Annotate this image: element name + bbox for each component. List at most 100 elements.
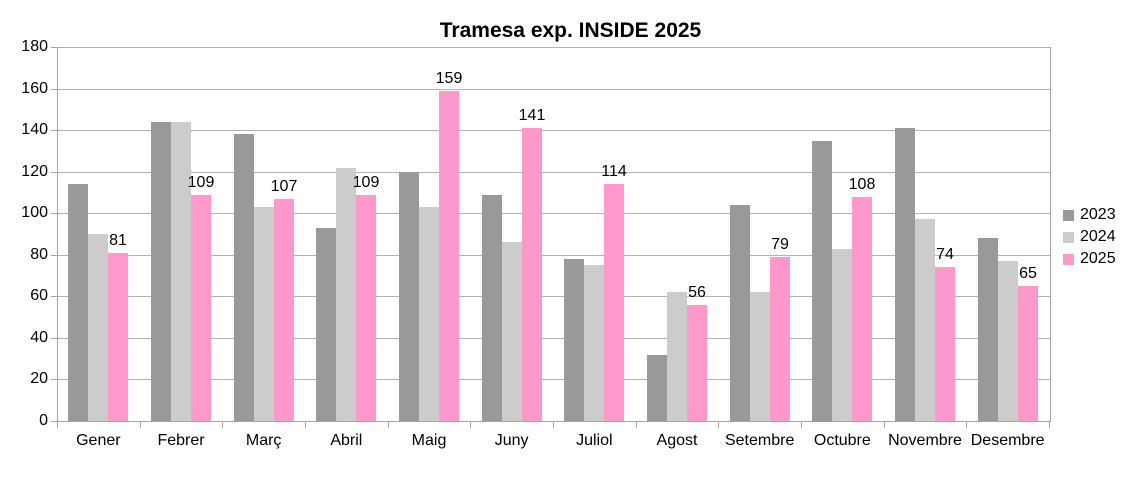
bar-2025-novembre: [935, 267, 955, 421]
x-axis-category-label: Octubre: [813, 432, 871, 449]
chart-title: Tramesa exp. INSIDE 2025: [439, 19, 702, 42]
legend-item-2024: 2024: [1063, 226, 1116, 248]
y-axis-tick-label: 40: [30, 329, 48, 346]
bar-2023-octubre: [812, 141, 832, 422]
x-axis-category-label: Novembre: [888, 432, 962, 449]
gridline: [58, 379, 1050, 380]
x-axis-category-label: Febrer: [157, 432, 205, 449]
x-axis-category-label: Agost: [656, 432, 698, 449]
bar-2024-maig: [419, 207, 439, 421]
y-axis-tick: [51, 421, 57, 422]
data-label-2025-marc: 107: [270, 178, 298, 195]
bar-2023-marc: [234, 134, 254, 421]
data-label-2025-novembre: 74: [936, 246, 954, 263]
bar-2025-agost: [687, 305, 707, 421]
data-label-2025-juny: 141: [518, 107, 546, 124]
x-axis-category-label: Setembre: [724, 432, 795, 449]
data-label-2025-maig: 159: [435, 70, 463, 87]
y-axis-tick-label: 160: [21, 80, 48, 97]
gridline: [58, 47, 1050, 48]
x-axis-category-label: Juliol: [576, 432, 613, 449]
bar-2023-novembre: [895, 128, 915, 421]
bar-2024-gener: [88, 234, 108, 421]
x-axis-tick: [140, 422, 141, 428]
gridline: [58, 130, 1050, 131]
y-axis-tick: [51, 296, 57, 297]
bar-2024-novembre: [915, 219, 935, 421]
legend-label-2025: 2025: [1080, 250, 1116, 267]
data-label-2025-juliol: 114: [601, 163, 627, 180]
y-axis-tick-label: 0: [39, 412, 48, 429]
data-label-2025-octubre: 108: [848, 176, 876, 193]
bar-2025-abril: [356, 195, 376, 421]
gridline: [58, 296, 1050, 297]
x-axis-tick: [801, 422, 802, 428]
y-axis-tick-label: 120: [21, 163, 48, 180]
x-axis-tick: [57, 422, 58, 428]
data-label-2025-setembre: 79: [771, 236, 789, 253]
x-axis-tick: [1049, 422, 1050, 428]
legend-item-2025: 2025: [1063, 248, 1116, 270]
data-label-2025-febrer: 109: [187, 174, 215, 191]
y-axis-tick: [51, 130, 57, 131]
bar-2024-abril: [336, 168, 356, 421]
legend: 2023 2024 2025: [1063, 204, 1116, 270]
y-axis-tick-label: 80: [30, 246, 48, 263]
plot-area: [57, 47, 1051, 422]
x-axis-tick: [470, 422, 471, 428]
legend-swatch-2025: [1063, 253, 1074, 265]
legend-item-2023: 2023: [1063, 204, 1116, 226]
bar-2024-octubre: [832, 249, 852, 421]
bar-2023-maig: [399, 172, 419, 421]
bar-2025-desembre: [1018, 286, 1038, 421]
y-axis-tick: [51, 338, 57, 339]
y-axis-tick: [51, 255, 57, 256]
x-axis-tick: [636, 422, 637, 428]
bar-2024-juny: [502, 242, 522, 421]
data-label-2025-abril: 109: [352, 174, 380, 191]
x-axis-category-label: Gener: [76, 432, 121, 449]
bar-2024-setembre: [750, 292, 770, 421]
x-axis-category-label: Desembre: [970, 432, 1045, 449]
y-axis-tick: [51, 89, 57, 90]
y-axis-tick: [51, 47, 57, 48]
bar-2025-marc: [274, 199, 294, 421]
x-axis-tick: [718, 422, 719, 428]
bar-2024-febrer: [171, 122, 191, 421]
x-axis-category-label: Abril: [330, 432, 363, 449]
legend-label-2023: 2023: [1080, 206, 1116, 223]
x-axis-tick: [884, 422, 885, 428]
y-axis-tick-label: 20: [30, 370, 48, 387]
gridline: [58, 338, 1050, 339]
bar-2023-juliol: [564, 259, 584, 421]
data-label-2025-desembre: 65: [1019, 265, 1037, 282]
x-axis-tick: [388, 422, 389, 428]
bar-2023-abril: [316, 228, 336, 421]
bar-2025-juliol: [604, 184, 624, 421]
x-axis-tick: [966, 422, 967, 428]
bar-2023-gener: [68, 184, 88, 421]
gridline: [58, 172, 1050, 173]
gridline: [58, 89, 1050, 90]
x-axis-tick: [553, 422, 554, 428]
bar-2025-maig: [439, 91, 459, 421]
gridline: [58, 213, 1050, 214]
y-axis-tick-label: 100: [21, 204, 48, 221]
bar-2024-agost: [667, 292, 687, 421]
y-axis-tick: [51, 379, 57, 380]
gridline: [58, 255, 1050, 256]
data-label-2025-agost: 56: [688, 284, 706, 301]
bar-2024-desembre: [998, 261, 1018, 421]
bar-2025-febrer: [191, 195, 211, 421]
legend-swatch-2023: [1063, 209, 1074, 221]
x-axis-category-label: Juny: [494, 432, 529, 449]
bar-2023-setembre: [730, 205, 750, 421]
y-axis-tick: [51, 213, 57, 214]
y-axis-tick-label: 140: [21, 121, 48, 138]
bar-2023-desembre: [978, 238, 998, 421]
bar-2023-febrer: [151, 122, 171, 421]
bar-2023-agost: [647, 355, 667, 421]
x-axis-tick: [222, 422, 223, 428]
data-label-2025-gener: 81: [109, 232, 127, 249]
